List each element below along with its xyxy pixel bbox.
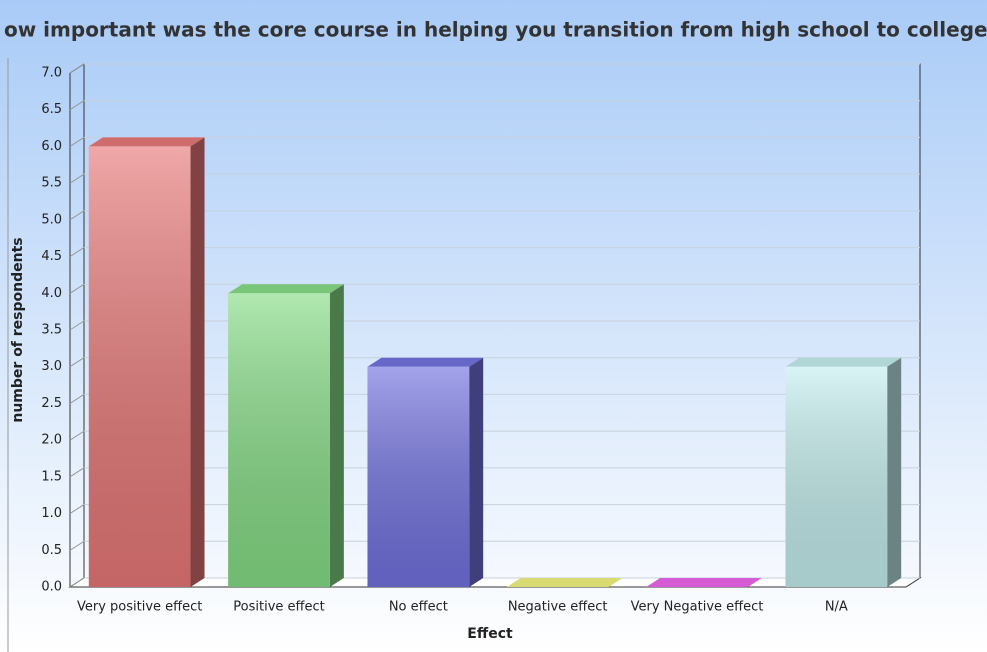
y-tick-label: 2.5 [41, 396, 62, 411]
tick-mark [69, 283, 85, 294]
x-axis-label: Effect [467, 626, 513, 642]
tick-mark [69, 100, 85, 111]
bar-top [88, 137, 205, 147]
bar-side [469, 357, 484, 587]
y-tick-label: 0.0 [41, 580, 62, 595]
tick-mark [69, 247, 85, 257]
bar [88, 137, 205, 587]
tick-mark [69, 540, 85, 551]
bar [228, 284, 344, 587]
bar [506, 578, 623, 587]
x-tick-label: Positive effect [233, 600, 324, 615]
bar-side [329, 284, 344, 587]
y-tick-label: 4.5 [41, 249, 62, 264]
y-tick-label: 7.0 [41, 66, 62, 81]
y-tick-label: 3.5 [41, 323, 62, 338]
tick-mark [69, 394, 85, 404]
bar [785, 357, 902, 587]
x-tick-label: Negative effect [508, 600, 608, 615]
bar-shade [785, 366, 888, 587]
tick-mark [69, 210, 85, 221]
bar [367, 357, 484, 587]
bar-top [367, 357, 484, 367]
bar-top [646, 578, 762, 587]
bar-shade [88, 146, 191, 587]
bar-top [228, 284, 344, 294]
x-tick-label: No effect [389, 600, 448, 615]
bar-shade [228, 293, 330, 587]
y-tick-label: 5.0 [41, 212, 62, 227]
tick-mark [69, 63, 85, 74]
y-tick-label: 6.5 [41, 102, 62, 117]
tick-mark [69, 173, 85, 184]
tick-mark [69, 577, 85, 588]
y-tick-label: 6.0 [41, 139, 62, 154]
chart-title: ow important was the core course in help… [4, 18, 987, 42]
bar-top [785, 357, 902, 367]
tick-mark [69, 320, 85, 331]
bar [646, 578, 762, 587]
tick-mark [69, 357, 85, 368]
y-tick-label: 0.5 [41, 543, 62, 558]
x-tick-label: N/A [825, 600, 848, 615]
tick-mark [69, 504, 85, 514]
y-axis-label: number of respondents [10, 237, 26, 422]
tick-mark [69, 430, 85, 441]
bar-side [190, 137, 205, 587]
y-tick-label: 1.5 [41, 469, 62, 484]
y-tick-label: 2.0 [41, 433, 62, 448]
bar-top [506, 578, 623, 587]
x-tick-label: Very Negative effect [631, 600, 764, 615]
bar-side [887, 357, 902, 587]
y-tick-label: 1.0 [41, 506, 62, 521]
tick-mark [69, 467, 85, 478]
y-tick-label: 5.5 [41, 176, 62, 191]
x-tick-label: Very positive effect [77, 600, 202, 615]
y-tick-label: 3.0 [41, 359, 62, 374]
tick-mark [69, 137, 85, 147]
y-tick-label: 4.0 [41, 286, 62, 301]
bar-shade [367, 366, 470, 587]
